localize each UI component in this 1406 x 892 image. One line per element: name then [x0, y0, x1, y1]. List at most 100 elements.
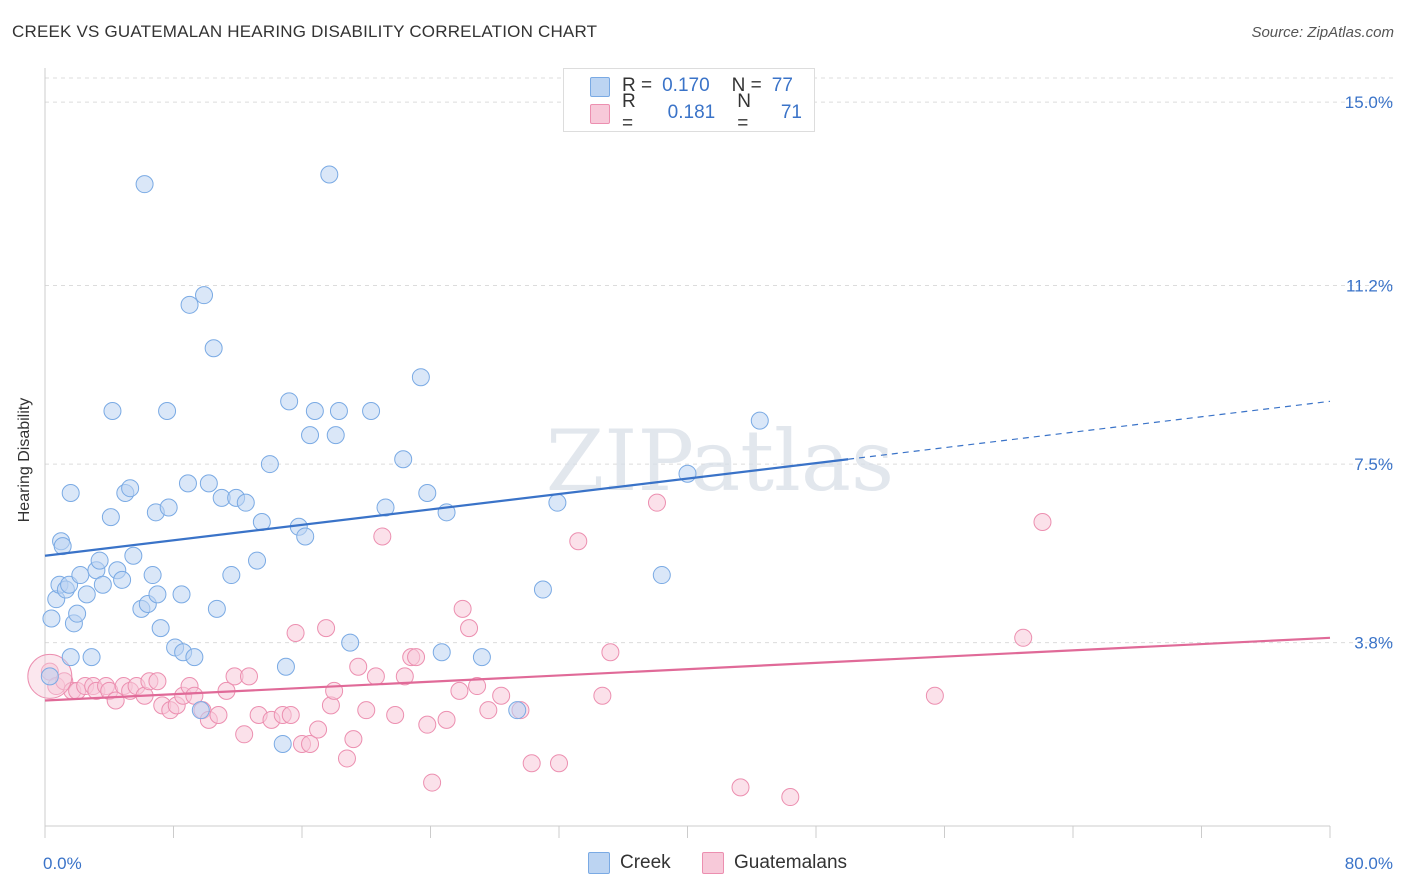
point-creek — [121, 479, 140, 498]
point-guatemalans — [1014, 628, 1033, 647]
point-creek — [180, 295, 199, 314]
legend-row-creek: R = 0.170 N = 77 — [622, 74, 802, 98]
point-guatemalans — [781, 788, 800, 807]
point-guatemalans — [281, 706, 300, 725]
legend-r-value: 0.170 — [662, 75, 710, 96]
legend-n-label: N = — [731, 75, 762, 96]
point-creek — [533, 580, 552, 599]
chart-title: CREEK VS GUATEMALAN HEARING DISABILITY C… — [12, 22, 598, 41]
x-tick-labels: 0.0% 80.0% — [43, 854, 1393, 873]
point-guatemalans — [366, 667, 385, 686]
point-guatemalans — [235, 725, 254, 744]
point-creek — [191, 701, 210, 720]
point-guatemalans — [325, 681, 344, 700]
point-creek — [159, 498, 178, 517]
point-guatemalans — [569, 532, 588, 551]
point-creek — [42, 609, 61, 628]
point-creek — [362, 401, 381, 420]
source-label: Source: ZipAtlas.com — [1251, 24, 1394, 41]
point-creek — [61, 648, 80, 667]
point-guatemalans — [301, 734, 320, 753]
point-creek — [124, 546, 143, 565]
point-creek — [148, 585, 167, 604]
bottom-legend-creek: Creek — [588, 852, 671, 874]
point-creek — [151, 619, 170, 638]
point-guatemalans — [450, 681, 469, 700]
points-creek — [40, 165, 769, 753]
bottom-legend-guatemalans: Guatemalans — [702, 852, 847, 874]
point-guatemalans — [1033, 512, 1052, 531]
point-creek — [376, 498, 395, 517]
point-guatemalans — [522, 754, 541, 773]
point-guatemalans — [423, 773, 442, 792]
point-guatemalans — [239, 667, 258, 686]
point-creek — [305, 401, 324, 420]
point-creek — [199, 474, 218, 493]
point-creek — [101, 508, 120, 527]
point-creek — [40, 667, 59, 686]
point-guatemalans — [395, 667, 414, 686]
point-creek — [652, 566, 671, 585]
trend-line-creek — [44, 458, 849, 557]
point-guatemalans — [731, 778, 750, 797]
point-guatemalans — [437, 710, 456, 729]
point-creek — [329, 401, 348, 420]
point-creek — [394, 450, 413, 469]
point-guatemalans — [418, 715, 437, 734]
y-axis-label: Hearing Disability — [16, 397, 33, 523]
legend-row-guatemalans: R = 0.181 N = 71 — [622, 91, 802, 134]
point-creek — [326, 426, 345, 445]
trend-lines — [44, 400, 1331, 702]
x-tick-label: 80.0% — [1345, 854, 1393, 873]
point-guatemalans — [479, 701, 498, 720]
point-creek — [204, 339, 223, 358]
point-creek — [296, 527, 315, 546]
legend-swatch-creek — [590, 77, 610, 97]
y-tick-label: 11.2% — [1346, 277, 1393, 296]
bottom-legend-label-guatemalans: Guatemalans — [734, 852, 848, 873]
legend: R = 0.170 N = 77 R = 0.181 N = 71 — [563, 68, 815, 134]
point-guatemalans — [286, 623, 305, 642]
point-creek — [195, 286, 214, 305]
point-guatemalans — [407, 648, 426, 667]
point-creek — [135, 175, 154, 194]
axes — [44, 68, 1331, 838]
point-guatemalans — [453, 599, 472, 618]
point-guatemalans — [209, 706, 228, 725]
point-creek — [472, 648, 491, 667]
point-creek — [71, 566, 90, 585]
point-guatemalans — [492, 686, 511, 705]
point-creek — [207, 599, 226, 618]
bottom-legend-swatch-creek — [588, 852, 610, 874]
point-guatemalans — [647, 493, 666, 512]
point-creek — [548, 493, 567, 512]
point-creek — [432, 643, 451, 662]
point-creek — [260, 455, 279, 474]
bottom-legend-label-creek: Creek — [620, 852, 671, 873]
point-creek — [93, 575, 112, 594]
bottom-legend-swatch-guatemalans — [702, 852, 724, 874]
point-creek — [236, 493, 255, 512]
legend-n-value: 77 — [771, 75, 793, 96]
legend-n-value: 71 — [780, 102, 802, 123]
point-guatemalans — [309, 720, 328, 739]
point-creek — [103, 401, 122, 420]
point-creek — [113, 570, 132, 589]
point-guatemalans — [317, 619, 336, 638]
point-guatemalans — [468, 677, 487, 696]
point-guatemalans — [373, 527, 392, 546]
point-guatemalans — [349, 657, 368, 676]
point-creek — [301, 426, 320, 445]
point-guatemalans — [550, 754, 568, 773]
point-guatemalans — [344, 730, 363, 749]
y-tick-label: 15.0% — [1345, 93, 1393, 112]
point-guatemalans — [337, 749, 356, 768]
point-creek — [185, 648, 204, 667]
trend-line-creek-extension — [848, 400, 1331, 460]
point-creek — [280, 392, 299, 411]
legend-n-label: N = — [737, 91, 751, 134]
point-creek — [273, 734, 292, 753]
x-tick-label: 0.0% — [43, 854, 82, 873]
point-guatemalans — [357, 701, 376, 720]
trend-line-guatemalans — [44, 636, 1331, 702]
